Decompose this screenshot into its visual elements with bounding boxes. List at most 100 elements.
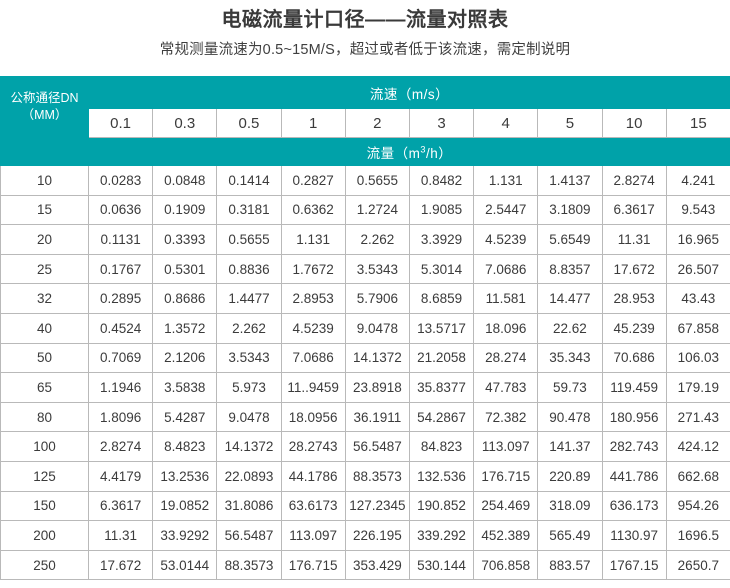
cell-flow-value: 0.1131 [87, 224, 154, 255]
cell-flow-value: 72.382 [473, 401, 539, 433]
table-row: 40 0.4524 1.3572 2.262 4.5239 9.0478 13.5717 18… [0, 312, 730, 344]
flow-label-exponent: 3 [420, 144, 427, 154]
cell-flow-value: 1.131 [473, 165, 539, 196]
cell-nominal-diameter: 40 [0, 312, 89, 344]
cell-flow-value: 1767.15 [601, 549, 667, 581]
cell-nominal-diameter: 10 [0, 165, 89, 196]
cell-nominal-diameter: 25 [0, 253, 89, 285]
cell-flow-value: 530.144 [408, 549, 475, 581]
cell-flow-value: 28.274 [473, 342, 539, 374]
table-row: 50 0.7069 2.1206 3.5343 7.0686 14.1372 21.2058… [0, 342, 730, 374]
header-cell-flow-group: 流量（m3/h） [88, 137, 730, 166]
cell-flow-value: 3.5343 [344, 253, 410, 285]
cell-flow-value: 56.5487 [344, 431, 410, 462]
cell-flow-value: 35.8377 [408, 372, 475, 403]
cell-flow-value: 21.2058 [408, 342, 475, 374]
cell-flow-value: 22.62 [537, 312, 603, 344]
cell-nominal-diameter: 250 [0, 549, 89, 581]
cell-flow-value: 88.3573 [216, 549, 282, 581]
cell-flow-value: 0.4524 [87, 312, 154, 344]
cell-flow-value: 8.8357 [537, 253, 603, 285]
cell-flow-value: 1.1946 [87, 372, 154, 403]
cell-flow-value: 2.8953 [280, 283, 346, 314]
cell-flow-value: 11.31 [601, 224, 667, 255]
cell-flow-value: 4.5239 [280, 312, 346, 344]
cell-flow-value: 0.0848 [152, 165, 218, 196]
header-cell-nominal-diameter: 公称通径DN （MM） [0, 76, 89, 138]
cell-flow-value: 19.0852 [152, 490, 218, 522]
header-cell-velocity-4: 2 [344, 108, 410, 138]
cell-flow-value: 282.743 [601, 431, 667, 462]
flow-label-suffix: /h） [426, 145, 453, 161]
table-row: 80 1.8096 5.4287 9.0478 18.0956 36.1911 54.286… [0, 401, 730, 433]
cell-flow-value: 1.3572 [152, 312, 218, 344]
header-cell-velocity-6: 4 [473, 108, 539, 138]
cell-flow-value: 1.131 [280, 224, 346, 255]
cell-flow-value: 7.0686 [280, 342, 346, 374]
cell-flow-value: 226.195 [344, 520, 410, 551]
cell-flow-value: 9.0478 [216, 401, 282, 433]
table-row: 15 0.0636 0.1909 0.3181 0.6362 1.2724 1.9085 2.… [0, 194, 730, 226]
table-body: 10 0.0283 0.0848 0.1414 0.2827 0.5655 0.8482 1.… [0, 165, 730, 581]
cell-flow-value: 0.5301 [152, 253, 218, 285]
cell-flow-value: 0.2895 [87, 283, 154, 314]
cell-flow-value: 22.0893 [216, 460, 282, 492]
cell-flow-value: 14.1372 [216, 431, 282, 462]
cell-flow-value: 119.459 [601, 372, 667, 403]
header-cell-velocity-1: 0.3 [152, 108, 218, 138]
table-row: 25 0.1767 0.5301 0.8836 1.7672 3.5343 5.3014 7.… [0, 253, 730, 285]
cell-flow-value: 67.858 [665, 312, 730, 344]
cell-flow-value: 53.0144 [152, 549, 218, 581]
cell-flow-value: 9.0478 [344, 312, 410, 344]
cell-flow-value: 11..9459 [280, 372, 346, 403]
cell-flow-value: 2.8274 [87, 431, 154, 462]
cell-flow-value: 4.241 [665, 165, 730, 196]
cell-flow-value: 883.57 [537, 549, 603, 581]
cell-flow-value: 63.6173 [280, 490, 346, 522]
cell-flow-value: 565.49 [537, 520, 603, 551]
cell-flow-value: 2.1206 [152, 342, 218, 374]
cell-flow-value: 5.6549 [537, 224, 603, 255]
cell-flow-value: 14.1372 [344, 342, 410, 374]
cell-flow-value: 318.09 [537, 490, 603, 522]
cell-flow-value: 1.7672 [280, 253, 346, 285]
flow-comparison-table-wrapper: 公称通径DN （MM） 流速（m/s） 0.1 0.3 0.5 1 2 3 4 … [0, 76, 730, 581]
cell-flow-value: 1.2724 [344, 194, 410, 226]
cell-flow-value: 5.7906 [344, 283, 410, 314]
header-cell-velocity-group: 流速（m/s） [88, 76, 730, 109]
cell-flow-value: 441.786 [601, 460, 667, 492]
cell-flow-value: 0.3393 [152, 224, 218, 255]
cell-flow-value: 3.5838 [152, 372, 218, 403]
cell-flow-value: 13.2536 [152, 460, 218, 492]
cell-flow-value: 26.507 [665, 253, 730, 285]
cell-flow-value: 1.8096 [87, 401, 154, 433]
cell-flow-value: 45.239 [601, 312, 667, 344]
cell-flow-value: 17.672 [87, 549, 154, 581]
cell-flow-value: 180.956 [601, 401, 667, 433]
cell-flow-value: 0.1767 [87, 253, 154, 285]
cell-flow-value: 1.9085 [408, 194, 475, 226]
cell-flow-value: 8.4823 [152, 431, 218, 462]
header-cell-velocity-8: 10 [601, 108, 667, 138]
cell-flow-value: 8.6859 [408, 283, 475, 314]
cell-flow-value: 47.783 [473, 372, 539, 403]
cell-flow-value: 36.1911 [344, 401, 410, 433]
cell-flow-value: 11.31 [87, 520, 154, 551]
cell-flow-value: 353.429 [344, 549, 410, 581]
nominal-diameter-label-line1: 公称通径DN [10, 91, 79, 105]
cell-flow-value: 0.8482 [408, 165, 475, 196]
cell-flow-value: 88.3573 [344, 460, 410, 492]
page-title: 电磁流量计口径——流量对照表 [221, 9, 509, 31]
flow-label-prefix: 流量（m [366, 145, 421, 161]
cell-flow-value: 2.5447 [473, 194, 539, 226]
table-row: 65 1.1946 3.5838 5.973 11..9459 23.8918 35.837… [0, 372, 730, 403]
table-row: 100 2.8274 8.4823 14.1372 28.2743 56.5487 84.8… [0, 431, 730, 462]
header-cell-velocity-0: 0.1 [87, 108, 154, 138]
cell-flow-value: 14.477 [537, 283, 603, 314]
header-row-velocity-group: 公称通径DN （MM） 流速（m/s） [0, 76, 730, 138]
cell-flow-value: 636.173 [601, 490, 667, 522]
cell-flow-value: 84.823 [408, 431, 475, 462]
cell-nominal-diameter: 150 [0, 490, 89, 522]
cell-flow-value: 16.965 [665, 224, 730, 255]
cell-flow-value: 43.43 [665, 283, 730, 314]
